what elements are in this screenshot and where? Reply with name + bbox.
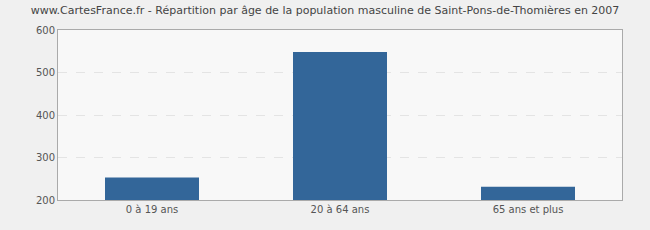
svg-text:65 ans et plus: 65 ans et plus — [493, 204, 564, 215]
svg-text:200: 200 — [36, 195, 55, 206]
svg-text:300: 300 — [36, 152, 55, 163]
svg-text:500: 500 — [36, 67, 55, 78]
svg-text:www.CartesFrance.fr - Répartit: www.CartesFrance.fr - Répartition par âg… — [31, 4, 620, 17]
svg-text:600: 600 — [36, 25, 55, 36]
svg-text:20 à 64 ans: 20 à 64 ans — [311, 204, 370, 215]
svg-text:0 à 19 ans: 0 à 19 ans — [126, 204, 178, 215]
svg-text:400: 400 — [36, 110, 55, 121]
